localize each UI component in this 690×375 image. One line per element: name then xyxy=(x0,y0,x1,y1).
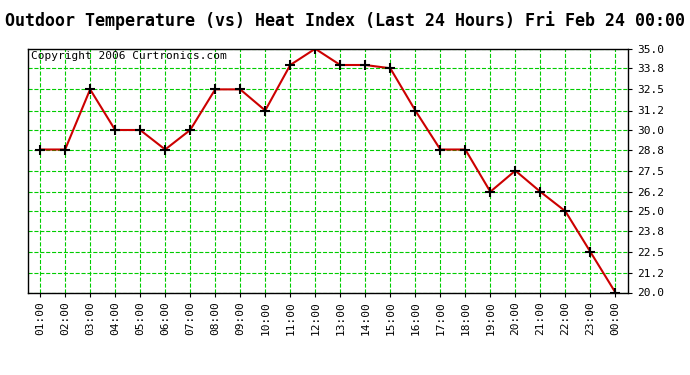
Text: Outdoor Temperature (vs) Heat Index (Last 24 Hours) Fri Feb 24 00:00: Outdoor Temperature (vs) Heat Index (Las… xyxy=(5,11,685,30)
Text: Copyright 2006 Curtronics.com: Copyright 2006 Curtronics.com xyxy=(30,51,226,61)
